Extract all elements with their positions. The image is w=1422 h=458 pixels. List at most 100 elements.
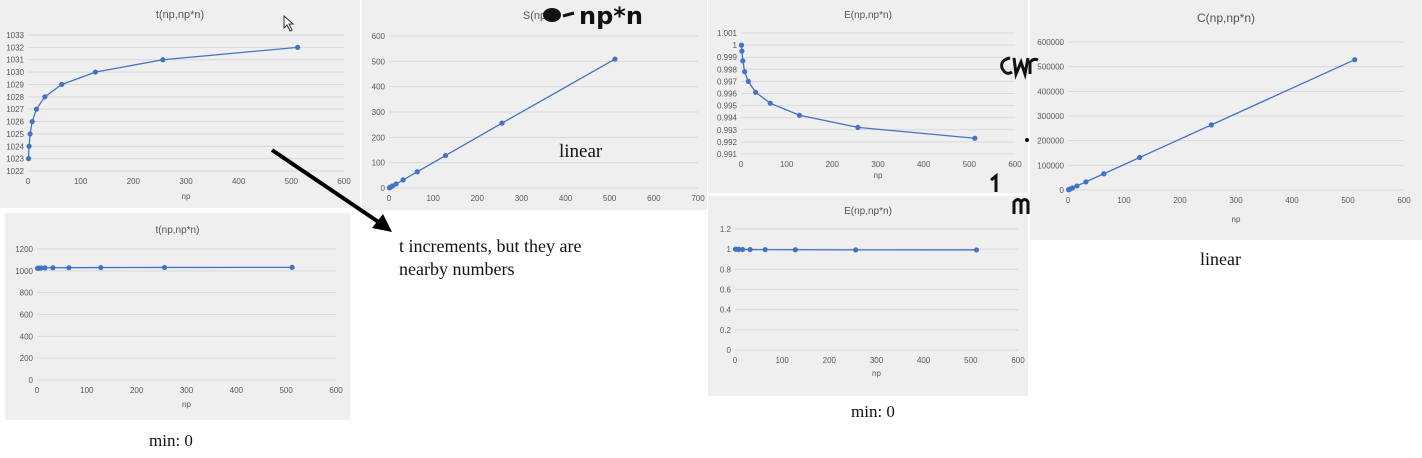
y-tick-label: 1200	[15, 245, 33, 254]
chart-eff-full: E(np,np*n) 0 0.2 0.4 0.6 0.8 1 1.2 0 100 200 300 400…	[720, 206, 1025, 378]
x-tick-label: 600	[329, 386, 343, 395]
y-tick-label: 1033	[6, 31, 24, 40]
x-tick-label: 400	[917, 160, 931, 169]
y-tick-label: 0	[1060, 186, 1065, 195]
data-point	[1083, 179, 1089, 185]
data-point	[747, 246, 753, 253]
x-tick-label: 500	[1341, 196, 1355, 205]
x-axis-label: np	[874, 171, 883, 180]
data-point	[414, 169, 420, 175]
x-tick-label: 0	[35, 386, 40, 395]
y-tick-label: 300000	[1037, 112, 1064, 121]
x-tick-label: 0	[733, 356, 738, 365]
data-point	[796, 112, 803, 118]
data-point	[499, 120, 505, 126]
y-tick-label: 1000	[15, 267, 33, 276]
data-point	[98, 264, 104, 271]
y-tick-label: 1027	[6, 105, 24, 114]
chart-panel-speedup: S(np 0 100 200 300 400 500 600 0 100 200 300 400 500 6…	[362, 0, 707, 210]
series-line	[740, 45, 975, 139]
series-line	[27, 46, 298, 159]
data-point	[25, 156, 32, 162]
data-point	[753, 89, 759, 95]
y-tick-label: 200	[372, 133, 386, 142]
y-tick-label: 500	[372, 57, 386, 66]
y-tick-label: 300	[372, 108, 386, 117]
y-tick-label: 800	[20, 289, 34, 298]
y-tick-label: 200	[20, 354, 34, 363]
x-tick-label: 200	[1173, 196, 1187, 205]
x-tick-label: 300	[180, 386, 194, 395]
data-point	[42, 265, 48, 271]
chart-t-full: t(np,np*n) 0 200 400 600 800 1000 1200 0 100 200 30…	[15, 225, 343, 409]
y-tick-label: 0.4	[720, 306, 732, 315]
data-point	[50, 265, 56, 271]
chart-title: t(np,np*n)	[156, 9, 204, 21]
y-tick-label: 0.997	[717, 77, 738, 86]
y-tick-label: 1031	[6, 56, 24, 65]
annotation-arrow-head	[372, 214, 392, 232]
chart-panel-eff-full: E(np,np*n) 0 0.2 0.4 0.6 0.8 1 1.2 0 100 200 300 400…	[708, 196, 1028, 396]
data-point	[26, 143, 32, 149]
data-point	[160, 57, 166, 63]
data-point	[973, 247, 980, 253]
x-tick-label: 300	[515, 194, 529, 203]
chart-panel-eff-zoom: E(np,np*n) 0.991 0.992 0.993 0.994 0.995 0.996…	[708, 0, 1028, 193]
data-point	[762, 247, 768, 253]
x-tick-label: 100	[775, 356, 789, 365]
x-axis-label: np	[182, 400, 191, 409]
x-tick-label: 300	[1229, 196, 1243, 205]
y-tick-label: 100000	[1037, 161, 1064, 170]
x-tick-label: 100	[426, 194, 440, 203]
x-tick-label: 0	[739, 160, 744, 169]
y-tick-label: 500000	[1037, 63, 1064, 72]
y-tick-label: 200000	[1037, 137, 1064, 146]
data-point	[792, 247, 798, 253]
x-tick-label: 600	[337, 177, 351, 186]
y-tick-label: 400000	[1037, 87, 1064, 96]
data-point	[612, 56, 618, 62]
y-tick-label: 600	[20, 311, 34, 320]
x-tick-label: 700	[691, 194, 705, 203]
x-tick-label: 500	[963, 160, 977, 169]
annotation-cost-linear: linear	[1200, 249, 1241, 269]
data-point	[855, 124, 861, 130]
y-tick-label: 1.2	[720, 225, 732, 234]
x-tick-label: 200	[471, 194, 485, 203]
data-point	[767, 100, 773, 106]
x-tick-label: 100	[1117, 196, 1131, 205]
chart-title: S(np	[523, 10, 546, 22]
data-point	[740, 58, 746, 64]
y-tick-label: 0.991	[717, 150, 738, 159]
chart-panel-t-full: t(np,np*n) 0 200 400 600 800 1000 1200 0 100 200 30…	[5, 213, 350, 420]
annotation-time-min: min: 0	[149, 431, 193, 450]
x-tick-label: 400	[232, 177, 246, 186]
y-tick-label: 0.995	[717, 102, 738, 111]
y-tick-label: 400	[20, 332, 34, 341]
x-tick-label: 300	[179, 177, 193, 186]
chart-t-zoom: t(np,np*n) 1022 1023 1024 1025 1026 1027 1028 10…	[6, 9, 351, 201]
y-tick-label: 1026	[6, 118, 24, 127]
y-tick-label: 1022	[6, 167, 24, 176]
y-tick-label: 0	[727, 346, 732, 355]
chart-title: E(np,np*n)	[844, 10, 892, 21]
data-point	[736, 246, 742, 252]
x-tick-label: 400	[230, 386, 244, 395]
y-tick-label: 1024	[6, 142, 24, 151]
y-tick-label: 1025	[6, 130, 24, 139]
data-point	[853, 247, 859, 253]
y-tick-label: 1032	[6, 43, 24, 52]
y-tick-label: 0.2	[720, 326, 732, 335]
y-tick-label: 0.996	[717, 90, 738, 99]
data-point	[442, 152, 449, 159]
data-point	[161, 264, 168, 271]
data-point	[59, 81, 65, 88]
data-point	[1137, 154, 1143, 161]
x-tick-label: 600	[1008, 160, 1022, 169]
y-tick-label: 100	[372, 159, 386, 168]
data-point	[29, 118, 35, 125]
annotation-speedup-linear: linear	[559, 141, 603, 162]
y-tick-label: 1	[733, 41, 738, 50]
chart-speedup: S(np 0 100 200 300 400 500 600 0 100 200 300 400 500 6…	[372, 10, 706, 203]
y-tick-label: 1.001	[717, 29, 738, 38]
